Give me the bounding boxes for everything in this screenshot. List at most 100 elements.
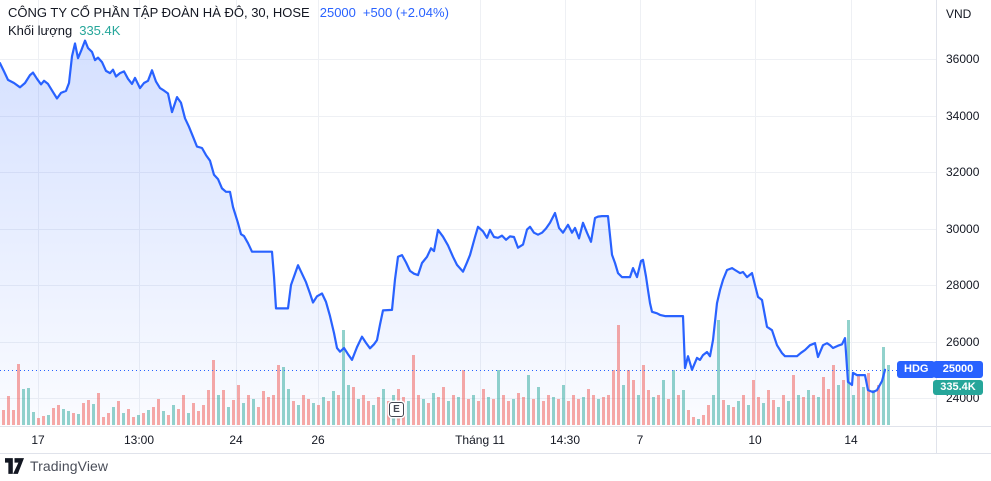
volume-bar: [37, 418, 40, 425]
volume-bar: [767, 390, 770, 425]
volume-bar: [97, 393, 100, 425]
volume-bar: [242, 403, 245, 425]
last-price-tag: 25000: [933, 361, 983, 378]
volume-bar: [442, 387, 445, 425]
volume-bar: [537, 387, 540, 425]
volume-bar: [647, 390, 650, 425]
time-axis-tick: 13:00: [123, 433, 155, 447]
volume-bar: [712, 395, 715, 425]
volume-bar: [812, 395, 815, 425]
volume-bar: [827, 389, 830, 425]
volume-bar: [247, 395, 250, 425]
volume-bar: [362, 395, 365, 425]
volume-bar: [617, 325, 620, 425]
volume-bar: [102, 417, 105, 425]
volume-bar: [472, 395, 475, 425]
volume-bar: [147, 410, 150, 425]
volume-bar: [877, 385, 880, 425]
volume-bar: [282, 367, 285, 425]
tradingview-logo-icon: [5, 458, 24, 474]
volume-bar: [417, 395, 420, 425]
volume-bar: [707, 405, 710, 425]
price-axis-tick: 26000: [946, 334, 980, 349]
volume-bar: [702, 415, 705, 425]
volume-bar: [2, 410, 5, 425]
volume-study-label[interactable]: Khối lượng: [8, 23, 73, 38]
volume-bar: [12, 410, 15, 425]
volume-bar: [297, 405, 300, 425]
volume-bar: [852, 395, 855, 425]
volume-bar: [557, 399, 560, 425]
volume-bar: [682, 390, 685, 425]
volume-bar: [52, 408, 55, 425]
volume-bar: [842, 380, 845, 425]
volume-bar: [112, 407, 115, 425]
volume-bar: [27, 388, 30, 425]
volume-bar: [697, 419, 700, 425]
volume-bar: [522, 397, 525, 425]
volume-bar: [47, 415, 50, 425]
volume-bar: [327, 401, 330, 425]
volume-bar: [492, 399, 495, 425]
volume-bar: [477, 401, 480, 425]
volume-bar: [167, 415, 170, 425]
volume-bar: [127, 409, 130, 425]
volume-bar: [82, 403, 85, 425]
volume-bar: [357, 399, 360, 425]
volume-bar: [227, 407, 230, 425]
price-line-series: [0, 39, 887, 394]
volume-bar: [202, 405, 205, 425]
volume-bar: [7, 396, 10, 425]
volume-bar: [162, 411, 165, 425]
tradingview-logo-text: TradingView: [30, 458, 109, 474]
volume-bar: [637, 395, 640, 425]
volume-bar: [67, 411, 70, 425]
volume-bar: [312, 403, 315, 425]
volume-bar: [32, 412, 35, 425]
volume-bar: [497, 370, 500, 425]
volume-bar: [212, 360, 215, 425]
volume-bar: [737, 401, 740, 425]
volume-bar: [577, 399, 580, 425]
volume-bar: [107, 413, 110, 425]
symbol-title[interactable]: CÔNG TY CỔ PHẦN TẬP ĐOÀN HÀ ĐÔ, 30, HOSE: [8, 5, 310, 20]
volume-bar: [752, 380, 755, 425]
volume-bar: [287, 389, 290, 425]
volume-bar: [642, 365, 645, 425]
earnings-event-marker[interactable]: E: [389, 402, 404, 417]
volume-bar: [517, 393, 520, 425]
volume-bar: [262, 391, 265, 425]
volume-bar: [437, 397, 440, 425]
time-axis-tick: 14: [844, 433, 858, 447]
volume-bar: [772, 400, 775, 425]
volume-bar: [677, 395, 680, 425]
volume-bar: [87, 400, 90, 425]
volume-bar: [482, 389, 485, 425]
volume-bar: [42, 416, 45, 425]
volume-bar: [427, 403, 430, 425]
time-axis-tick: 26: [311, 433, 325, 447]
tradingview-attribution[interactable]: TradingView: [5, 458, 108, 474]
volume-bar: [347, 385, 350, 425]
volume-study-value: 335.4K: [79, 23, 121, 38]
volume-bar: [157, 399, 160, 425]
volume-bar: [552, 397, 555, 425]
volume-bar: [502, 395, 505, 425]
volume-bar: [592, 395, 595, 425]
volume-bar: [412, 355, 415, 425]
volume-bar: [257, 407, 260, 425]
price-axis-tick: 30000: [946, 221, 980, 236]
volume-bar: [222, 390, 225, 425]
volume-bar: [887, 365, 890, 425]
volume-bar: [137, 415, 140, 425]
volume-bar: [307, 399, 310, 425]
volume-bar: [627, 370, 630, 425]
volume-bar: [692, 417, 695, 425]
volume-bar: [672, 370, 675, 425]
volume-bar: [187, 413, 190, 425]
time-axis[interactable]: 17 13:00 24 26 Tháng 11 14:30 7 10 14: [0, 427, 991, 453]
price-axis[interactable]: VND 36000 34000 32000 30000 28000 26000 24000: [937, 0, 991, 453]
volume-bar: [267, 397, 270, 425]
volume-bar: [687, 410, 690, 425]
